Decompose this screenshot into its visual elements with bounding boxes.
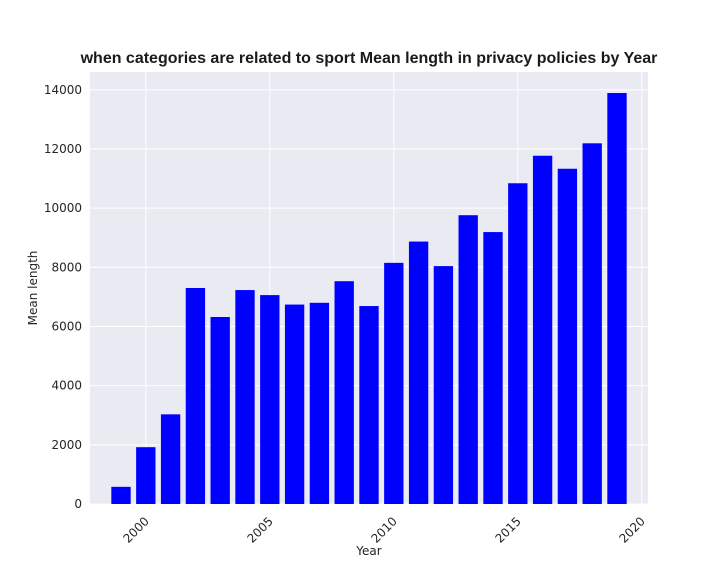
y-tick-label: 6000 [51,319,82,333]
bar-2014 [483,232,503,504]
x-axis-label: Year [355,544,381,558]
bar-2010 [384,262,404,504]
bar-1999 [111,486,131,504]
bar-2004 [235,290,255,504]
bar-2009 [359,306,379,504]
x-tick-labels: 2000 2005 2010 2015 2020 [120,514,647,545]
bar-2018 [582,143,602,505]
x-tick-label: 2010 [368,514,399,545]
bar-2019 [607,93,627,505]
chart-title: when categories are related to sport Mea… [80,50,658,67]
y-tick-label: 8000 [51,260,82,274]
y-tick-label: 0 [74,497,82,511]
y-tick-label: 12000 [44,142,82,156]
x-tick-label: 2015 [492,514,523,545]
bar-2017 [557,168,578,504]
bar-2000 [136,447,156,504]
bar-2008 [334,281,354,504]
y-tick-label: 14000 [44,83,82,97]
bar-2006 [284,304,305,504]
bar-2007 [309,302,330,504]
bar-2016 [532,155,553,504]
bar-2002 [185,288,206,504]
x-tick-label: 2020 [616,514,647,545]
x-tick-label: 2005 [244,514,275,545]
bar-2015 [508,183,528,504]
bar-2005 [260,295,280,504]
bar-2011 [408,241,429,504]
y-tick-label: 10000 [44,201,82,215]
x-tick-label: 2000 [120,514,151,545]
y-tick-label: 2000 [51,438,82,452]
bars [111,93,627,505]
y-tick-labels: 0 2000 4000 6000 8000 10000 12000 14000 [44,83,82,511]
bar-2012 [433,266,454,504]
bar-2003 [210,316,230,504]
bar-2001 [160,414,181,504]
bar-2013 [458,215,478,505]
y-tick-label: 4000 [51,379,82,393]
y-axis-label: Mean length [26,251,40,326]
